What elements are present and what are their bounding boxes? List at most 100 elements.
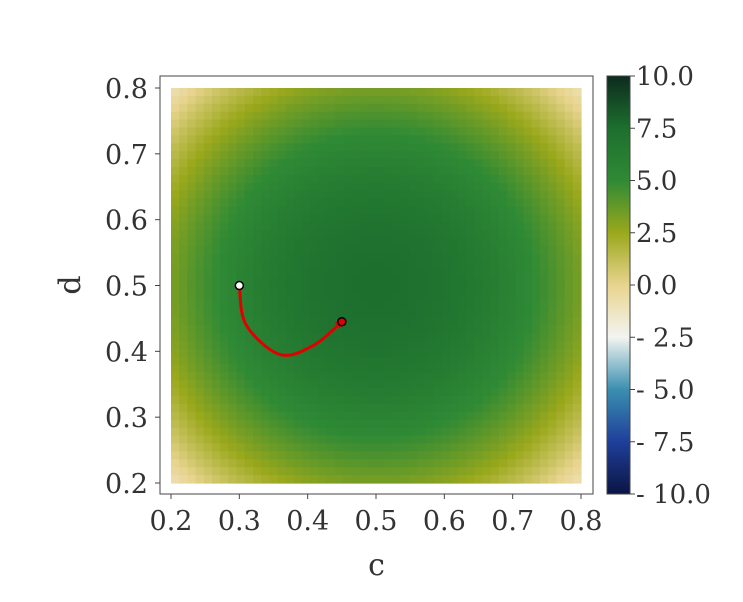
heatmap-cell: [499, 451, 508, 460]
heatmap-cell: [212, 459, 221, 468]
heatmap-cell: [335, 277, 344, 287]
heatmap-cell: [277, 332, 287, 342]
heatmap-cell: [376, 293, 385, 302]
heatmap-cell: [302, 451, 311, 460]
heatmap-cell: [335, 451, 344, 460]
heatmap-cell: [425, 119, 434, 129]
heatmap-cell: [523, 301, 533, 310]
heatmap-cell: [285, 246, 295, 255]
heatmap-cell: [441, 269, 451, 279]
heatmap-cell: [433, 174, 443, 184]
heatmap-cell: [318, 372, 328, 381]
heatmap-cell: [310, 419, 320, 429]
heatmap-cell: [318, 301, 328, 310]
heatmap-cell: [294, 301, 303, 310]
heatmap-cell: [384, 332, 393, 342]
heatmap-cell: [367, 253, 377, 263]
heatmap-cell: [343, 309, 352, 318]
heatmap-cell: [244, 372, 254, 381]
heatmap-cell: [302, 190, 311, 200]
heatmap-cell: [187, 269, 197, 279]
heatmap-cell: [400, 246, 410, 255]
heatmap-cell: [490, 167, 500, 176]
heatmap-cell: [540, 467, 549, 476]
heatmap-cell: [261, 301, 270, 310]
heatmap-cell: [236, 340, 246, 350]
heatmap-cell: [351, 364, 361, 373]
heatmap-cell: [277, 151, 287, 160]
heatmap-cell: [507, 88, 516, 97]
heatmap-cell: [277, 309, 287, 318]
heatmap-cell: [474, 261, 484, 271]
heatmap-cell: [482, 230, 492, 239]
heatmap-cell: [220, 475, 229, 484]
heatmap-cell: [490, 435, 500, 445]
heatmap-cell: [285, 317, 295, 326]
heatmap-cell: [441, 238, 451, 247]
heatmap-cell: [310, 293, 320, 302]
heatmap-cell: [261, 475, 270, 484]
heatmap-cell: [458, 174, 467, 184]
heatmap-cell: [572, 167, 582, 176]
heatmap-cell: [376, 246, 385, 255]
heatmap-cell: [310, 135, 320, 144]
heatmap-cell: [244, 435, 254, 445]
heatmap-cell: [474, 103, 484, 113]
heatmap-cell: [277, 206, 287, 215]
heatmap-cell: [212, 411, 221, 421]
heatmap-cell: [392, 340, 402, 350]
heatmap-cell: [417, 190, 426, 200]
heatmap-cell: [310, 119, 320, 129]
heatmap-cell: [318, 88, 328, 97]
heatmap-cell: [417, 214, 426, 223]
heatmap-cell: [400, 167, 410, 176]
heatmap-cell: [236, 198, 246, 208]
heatmap-cell: [310, 475, 320, 484]
heatmap-cell: [228, 293, 238, 302]
heatmap-cell: [548, 364, 557, 373]
heatmap-cell: [531, 127, 541, 136]
heatmap-cell: [318, 396, 328, 405]
heatmap-cell: [425, 435, 434, 445]
heatmap-cell: [179, 95, 188, 105]
heatmap-cell: [417, 174, 426, 184]
heatmap-cell: [244, 88, 254, 97]
heatmap-cell: [433, 372, 443, 381]
heatmap-cell: [326, 214, 336, 223]
heatmap-cell: [507, 198, 516, 208]
heatmap-cell: [523, 111, 533, 121]
heatmap-cell: [195, 411, 205, 421]
heatmap-cell: [351, 222, 361, 231]
heatmap-cell: [408, 127, 418, 136]
heatmap-cell: [458, 135, 467, 144]
heatmap-cell: [179, 411, 188, 421]
heatmap-cell: [343, 332, 352, 342]
heatmap-cell: [236, 459, 246, 468]
heatmap-cell: [474, 127, 484, 136]
heatmap-cell: [171, 396, 180, 405]
heatmap-cell: [531, 119, 541, 129]
heatmap-cell: [228, 285, 238, 294]
heatmap-cell: [490, 174, 500, 184]
heatmap-cell: [441, 190, 451, 200]
heatmap-cell: [277, 222, 287, 231]
heatmap-cell: [302, 143, 311, 152]
heatmap-cell: [343, 111, 352, 121]
heatmap-cell: [376, 151, 385, 160]
heatmap-cell: [195, 348, 205, 358]
heatmap-cell: [466, 309, 475, 318]
heatmap-cell: [187, 396, 197, 405]
heatmap-cell: [171, 174, 180, 184]
heatmap-cell: [228, 151, 238, 160]
heatmap-cell: [425, 167, 434, 176]
heatmap-cell: [425, 151, 434, 160]
heatmap-cell: [212, 214, 221, 223]
heatmap-cell: [474, 364, 484, 373]
heatmap-cell: [318, 277, 328, 287]
heatmap-cell: [425, 253, 434, 263]
heatmap-cell: [458, 246, 467, 255]
heatmap-cell: [179, 427, 188, 437]
heatmap-cell: [343, 451, 352, 460]
heatmap-cell: [359, 364, 369, 373]
heatmap-cell: [449, 340, 459, 350]
